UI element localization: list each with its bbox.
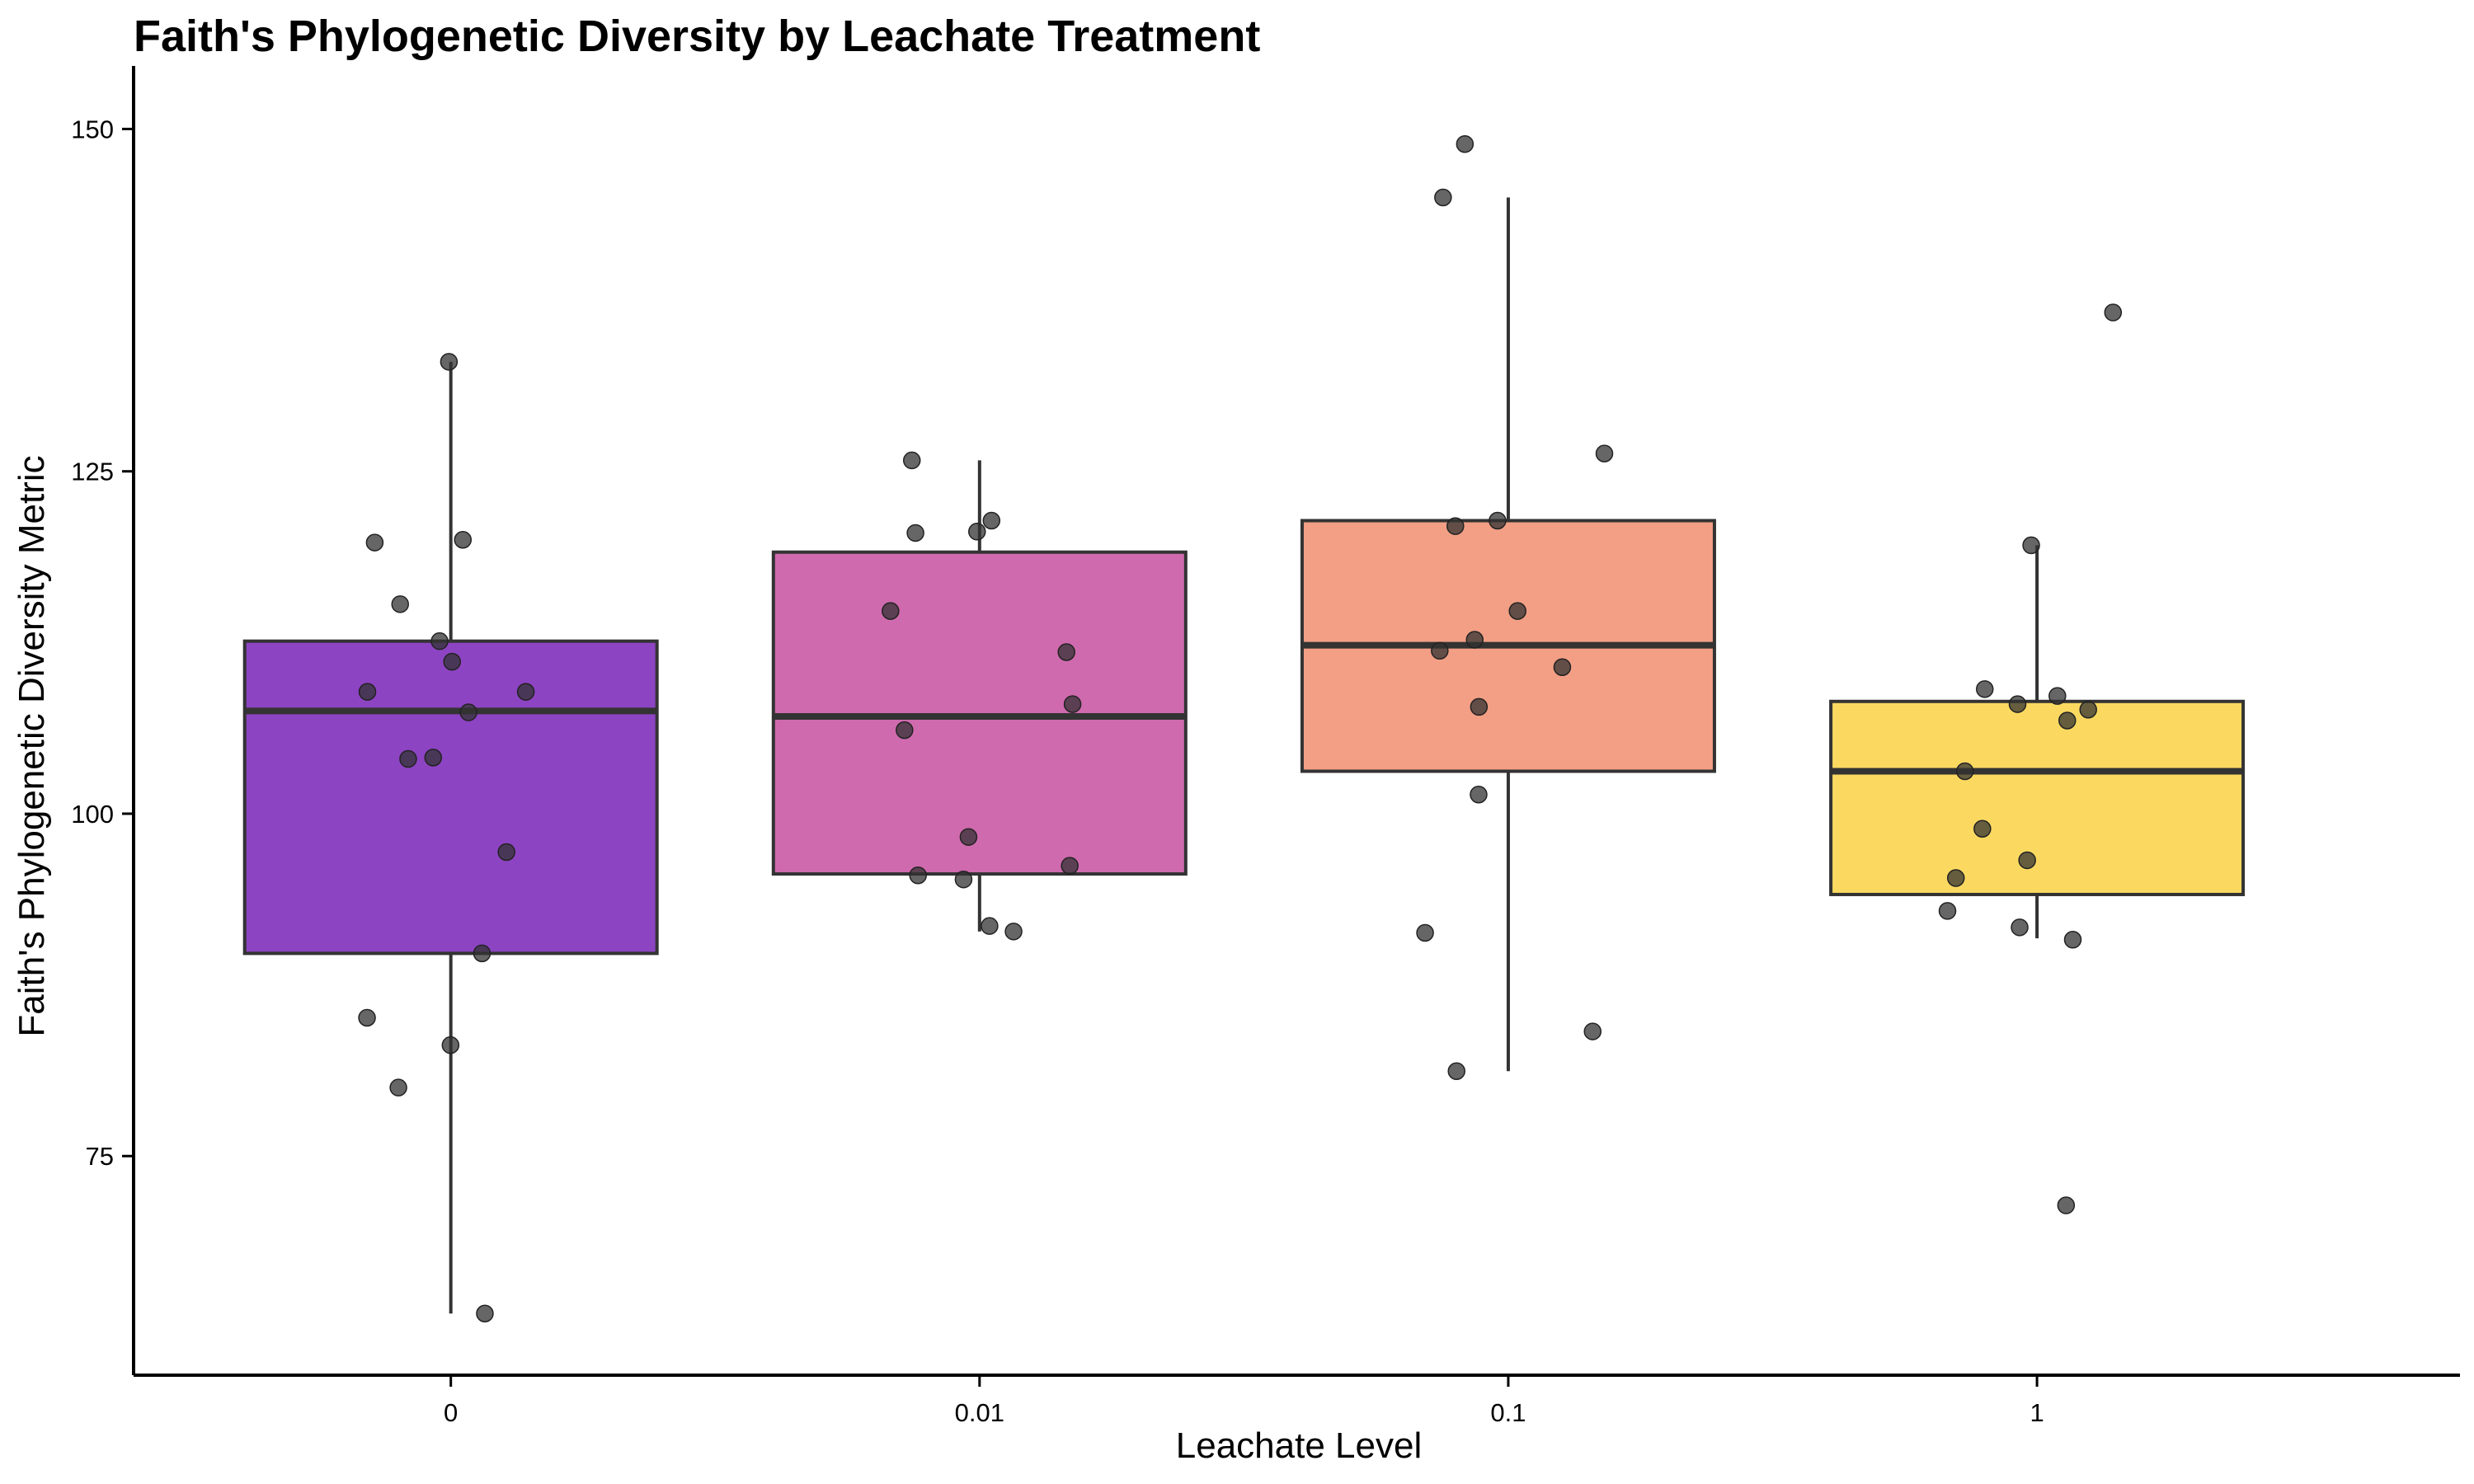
data-point [1470,697,1489,716]
x-tick-label: 0.01 [955,1398,1004,1427]
data-point [1447,1062,1465,1080]
box [242,639,659,956]
data-point [2022,536,2040,555]
data-point [1508,602,1526,620]
data-point [1061,857,1079,875]
data-point [440,353,459,371]
plot-area: 75 100 125 150 0 0.01 0.1 1 [71,66,2460,1427]
data-point [2011,918,2029,937]
data-point [896,721,914,740]
data-point [954,870,973,889]
data-point [2104,303,2123,322]
data-point [454,531,473,549]
data-point [2018,851,2036,870]
y-tick-label: 150 [71,115,114,143]
data-point [1434,188,1452,207]
data-point [906,524,924,542]
data-point [1446,517,1465,535]
data-point [1553,658,1572,676]
data-point [909,866,927,885]
data-point [1416,923,1434,942]
x-tick-label: 0.1 [1490,1398,1526,1427]
data-point [1431,641,1449,660]
data-point [391,595,409,613]
data-point [459,703,477,721]
x-tick-label: 0 [444,1398,458,1427]
data-point [1465,631,1484,649]
data-point [2008,695,2027,713]
data-point [1973,819,1992,838]
data-point [443,652,461,671]
data-point [430,632,449,650]
data-point [424,749,443,767]
chart-title: Faith's Phylogenetic Diversity by Leacha… [134,12,1260,61]
data-point [2048,687,2067,705]
data-point [1456,134,1475,153]
data-point [2063,931,2082,949]
data-point [1470,785,1488,804]
data-point [981,917,999,935]
data-point [882,602,900,620]
y-tick-label: 75 [86,1142,114,1171]
data-point [358,683,377,701]
data-point [365,533,384,552]
data-point [473,944,492,963]
data-point [1946,869,1965,887]
data-point [902,451,921,470]
data-point [389,1078,407,1097]
data-point [1938,902,1957,920]
data-point [1489,511,1507,530]
data-point [1057,643,1075,661]
data-point [1975,680,1994,698]
box [771,550,1188,876]
box [1829,699,2246,896]
data-point [497,843,515,862]
x-tick-label: 1 [2030,1398,2044,1427]
data-point [1595,444,1614,463]
data-point [1004,923,1023,941]
data-point [968,523,986,541]
data-point [1955,762,1974,781]
data-point [2057,1196,2076,1214]
y-tick-label: 100 [71,800,114,829]
data-point [2079,700,2097,719]
data-point [516,683,535,701]
x-axis-title: Leachate Level [1176,1425,1422,1466]
data-point [399,749,417,768]
data-point [1583,1022,1602,1040]
data-point [476,1304,494,1323]
data-point [959,828,978,846]
data-point [982,511,1001,530]
data-point [1063,695,1082,713]
data-point [441,1036,460,1054]
y-axis-title: Faith's Phylogenetic Diversity Metric [12,455,52,1036]
data-point [2058,711,2077,730]
data-point [358,1008,376,1027]
y-tick-label: 125 [71,458,114,486]
